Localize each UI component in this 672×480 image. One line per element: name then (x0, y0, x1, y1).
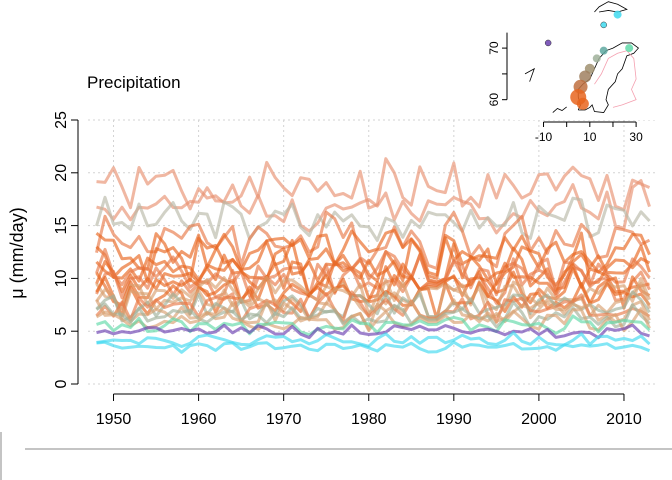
svalbard-outline (594, 1, 628, 13)
station-point (544, 39, 552, 47)
series-line (95, 257, 650, 300)
y-tick-label: 20 (53, 164, 70, 182)
y-axis-label: μ (mm/day) (7, 207, 27, 298)
station-point (579, 70, 592, 83)
series-line (95, 228, 651, 277)
x-tick-label: 1960 (181, 411, 217, 428)
y-tick-label: 0 (53, 379, 70, 388)
station-point (576, 97, 589, 110)
inset-x-tick-label: 30 (629, 130, 643, 144)
chart-title: Precipitation (87, 73, 181, 92)
inset-axes: -10 10 30 60 70 (487, 32, 643, 144)
series-line (95, 210, 651, 270)
y-tick-label: 25 (53, 111, 70, 129)
inset-map: -10 10 30 60 70 (487, 1, 666, 144)
series-lines (95, 157, 651, 354)
y-tick-labels: 0 5 10 15 20 25 (53, 111, 78, 388)
axes (77, 120, 624, 395)
x-tick-label: 1950 (96, 411, 132, 428)
series-line (96, 331, 651, 348)
series-line (95, 257, 651, 305)
station-point (592, 54, 601, 63)
x-tick-label: 1980 (351, 411, 387, 428)
y-tick-label: 5 (53, 327, 70, 336)
station-point (613, 10, 622, 19)
series-line (95, 306, 651, 333)
series-line (95, 298, 651, 331)
series-line (96, 340, 651, 354)
y-tick-label: 15 (53, 217, 70, 235)
inset-x-tick-label: -10 (535, 130, 553, 144)
series-line (96, 179, 651, 235)
station-point (599, 46, 608, 55)
x-tick-label: 2010 (606, 411, 642, 428)
inset-station-points (544, 10, 634, 110)
x-tick-label: 1990 (436, 411, 472, 428)
x-tick-labels: 1950 1960 1970 1980 1990 2000 2010 (96, 394, 642, 428)
x-tick-label: 2000 (521, 411, 557, 428)
station-point (625, 44, 634, 53)
series-line (95, 267, 651, 310)
series-line (96, 157, 651, 212)
country-border (594, 50, 637, 108)
iceland-outline (524, 67, 535, 82)
inset-y-tick-label: 60 (487, 93, 501, 107)
series-line (95, 300, 651, 329)
scotland-outline (552, 106, 567, 113)
y-tick-label: 10 (53, 269, 70, 287)
station-point (600, 21, 607, 29)
inset-y-tick-label: 70 (487, 41, 501, 55)
inset-x-tick-label: 10 (583, 130, 597, 144)
series-line (96, 323, 650, 340)
x-tick-label: 1970 (266, 411, 302, 428)
